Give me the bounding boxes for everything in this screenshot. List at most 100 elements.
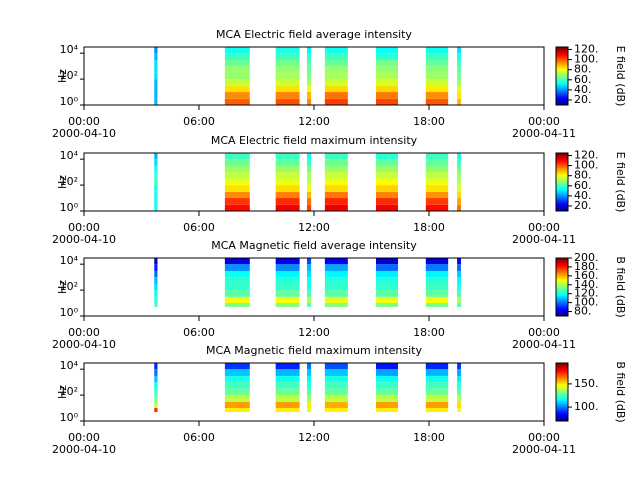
colorbar-step bbox=[556, 184, 568, 187]
colorbar-step bbox=[556, 171, 568, 174]
spectrogram-cell bbox=[425, 72, 449, 80]
spectrogram-cell bbox=[457, 296, 461, 304]
spectrogram-cell bbox=[425, 98, 449, 105]
colorbar-step bbox=[556, 378, 568, 381]
colorbar-step bbox=[556, 206, 568, 209]
spectrogram-cell bbox=[224, 363, 250, 370]
spectrogram-cell bbox=[324, 198, 348, 205]
colorbar-step bbox=[556, 70, 568, 73]
x-tick-label: 00:00 bbox=[528, 115, 560, 128]
colorbar-tick-label: 140. bbox=[574, 278, 599, 291]
spectrogram-cell bbox=[425, 185, 449, 192]
colorbar-step bbox=[556, 418, 568, 421]
spectrogram-cell bbox=[425, 153, 449, 160]
spectrogram-cell bbox=[375, 79, 399, 86]
colorbar-step bbox=[556, 208, 568, 211]
colorbar-step bbox=[556, 155, 568, 158]
spectrogram-cell bbox=[324, 395, 348, 402]
spectrogram-cell bbox=[306, 204, 312, 211]
spectrogram-cell bbox=[457, 290, 461, 297]
colorbar-step bbox=[556, 84, 568, 87]
colorbar-step bbox=[556, 157, 568, 160]
spectrogram-cell bbox=[154, 375, 158, 383]
spectrogram-cell bbox=[154, 388, 158, 396]
chart-title: MCA Electric field maximum intensity bbox=[211, 134, 418, 147]
colorbar-tick-label: 180. bbox=[574, 260, 599, 273]
colorbar-step bbox=[556, 394, 568, 397]
colorbar-step bbox=[556, 158, 568, 161]
spectrogram-cell bbox=[425, 401, 449, 409]
spectrogram-cell bbox=[425, 92, 449, 99]
colorbar-step bbox=[556, 297, 568, 300]
spectrogram-cell bbox=[154, 85, 158, 93]
spectrogram-cell bbox=[457, 72, 461, 80]
colorbar-step bbox=[556, 183, 568, 186]
spectrogram-cell bbox=[425, 388, 449, 396]
spectrogram-cell bbox=[306, 178, 312, 186]
spectrogram-cell bbox=[375, 85, 399, 93]
x-tick-label: 00:00 bbox=[68, 115, 100, 128]
spectrogram-cell bbox=[154, 408, 158, 412]
colorbar-step bbox=[556, 55, 568, 58]
colorbar-label: B field (dB) bbox=[614, 361, 627, 422]
colorbar-frame bbox=[555, 46, 569, 106]
spectrogram-cell bbox=[425, 165, 449, 173]
colorbar-step bbox=[556, 263, 568, 266]
y-tick-label: 10² bbox=[60, 280, 78, 293]
spectrogram-cell bbox=[275, 53, 300, 60]
spectrogram-cell bbox=[457, 172, 461, 179]
spectrogram-cell bbox=[275, 72, 300, 80]
spectrogram-cell bbox=[457, 369, 461, 376]
colorbar-step bbox=[556, 281, 568, 284]
colorbar-step bbox=[556, 405, 568, 407]
colorbar-step bbox=[556, 99, 568, 102]
spectrogram-cell bbox=[375, 375, 399, 383]
spectrogram-cell bbox=[224, 79, 250, 86]
colorbar-step bbox=[556, 287, 568, 289]
spectrogram-cell bbox=[324, 59, 348, 67]
colorbar-tick-label: 100. bbox=[574, 296, 599, 309]
colorbar-step bbox=[556, 376, 568, 378]
spectrogram-cell bbox=[375, 59, 399, 67]
spectrogram-cell bbox=[324, 277, 348, 284]
spectrogram-cell bbox=[154, 204, 158, 211]
spectrogram-cell bbox=[275, 277, 300, 284]
spectrogram-cell bbox=[154, 198, 158, 205]
spectrogram-cell bbox=[457, 401, 461, 409]
spectrogram-cell bbox=[275, 79, 300, 86]
spectrogram-cell bbox=[224, 395, 250, 402]
spectrogram-cell bbox=[224, 198, 250, 205]
spectrogram-cell bbox=[224, 388, 250, 396]
spectrogram-cell bbox=[324, 53, 348, 60]
colorbar-step bbox=[556, 302, 568, 305]
spectrogram-cell bbox=[306, 172, 312, 179]
spectrogram-cell bbox=[324, 264, 348, 271]
colorbar-step bbox=[556, 67, 568, 70]
spectrogram-cell bbox=[224, 185, 250, 192]
colorbar-step bbox=[556, 49, 568, 52]
spectrogram-cell bbox=[324, 153, 348, 160]
colorbar-step bbox=[556, 272, 568, 275]
colorbar-step bbox=[556, 292, 568, 295]
colorbar-step bbox=[556, 73, 568, 76]
colorbar-step bbox=[556, 363, 568, 365]
colorbar-step bbox=[556, 307, 568, 310]
spectrogram-cell bbox=[425, 53, 449, 60]
spectrogram-cell bbox=[275, 59, 300, 67]
spectrogram-cell bbox=[457, 159, 461, 166]
colorbar-tick-label: 80. bbox=[574, 63, 592, 76]
colorbar-step bbox=[556, 371, 568, 374]
spectrogram-cell bbox=[154, 66, 158, 73]
colorbar-step bbox=[556, 65, 568, 68]
y-tick-label: 10⁰ bbox=[60, 306, 79, 319]
spectrogram-cell bbox=[224, 204, 250, 211]
spectrogram-cell bbox=[425, 375, 449, 383]
plot-frame bbox=[83, 362, 545, 422]
colorbar-frame bbox=[555, 362, 569, 422]
colorbar-step bbox=[556, 409, 568, 412]
spectrogram-cell bbox=[224, 369, 250, 376]
colorbar-tick-label: 200. bbox=[574, 251, 599, 264]
spectrogram-cell bbox=[457, 185, 461, 192]
spectrogram-cell bbox=[425, 191, 449, 199]
spectrogram-cell bbox=[224, 178, 250, 186]
